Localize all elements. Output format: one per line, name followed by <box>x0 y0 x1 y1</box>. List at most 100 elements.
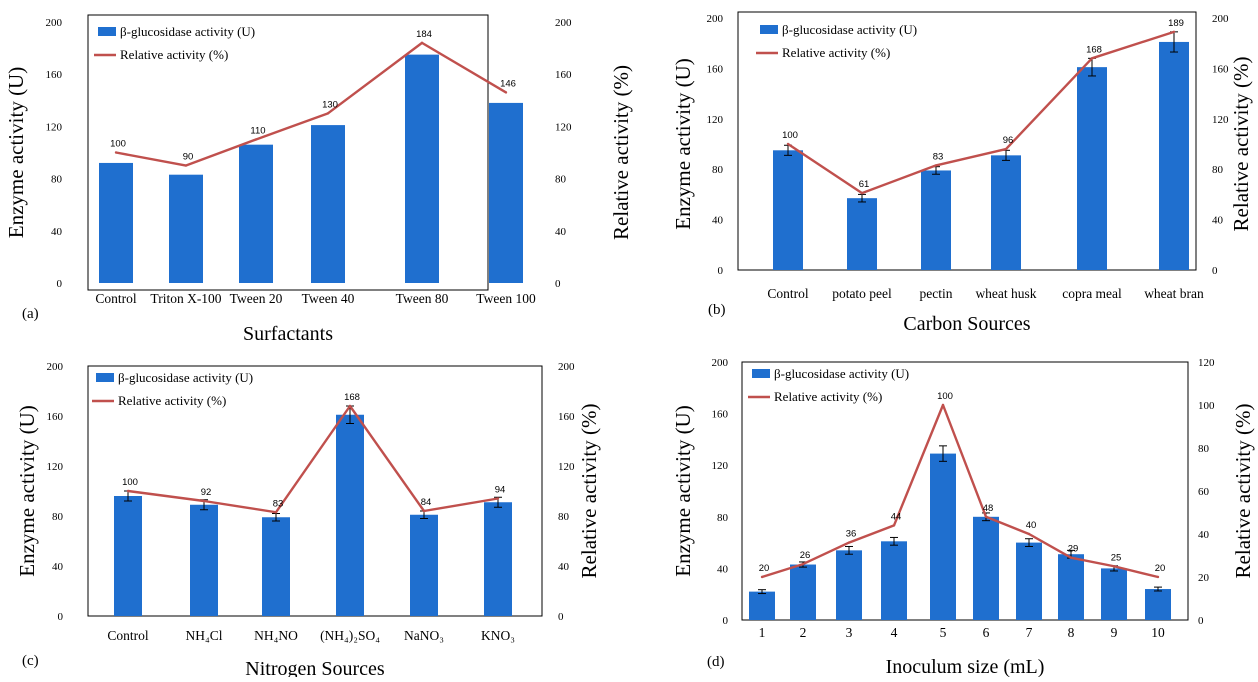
y-axis-title: Enzyme activity (U) <box>671 58 695 229</box>
y2-tick-label: 80 <box>558 511 570 523</box>
line-point <box>1112 565 1116 568</box>
data-label: 130 <box>322 99 338 110</box>
bar <box>790 564 816 620</box>
y2-tick-label: 200 <box>558 361 575 373</box>
data-label: 168 <box>344 392 360 403</box>
legend-bar-swatch <box>760 25 778 34</box>
plot-frame <box>87 365 543 617</box>
x-tick-label: NH₄NO <box>254 628 298 643</box>
relative-activity-line <box>787 30 1175 195</box>
y2-tick-label: 0 <box>555 278 561 290</box>
y-tick-label: 0 <box>58 611 64 623</box>
data-label: 83 <box>273 498 284 509</box>
y2-tick-label: 200 <box>555 17 572 29</box>
line-point <box>202 499 206 503</box>
y-axis-title: Enzyme activity (U) <box>15 405 39 576</box>
y-tick-label: 160 <box>47 411 64 423</box>
chart-panel-0: 0 40 80 120 160 200 0 40 80 120 160 200 100 90 110 130 1… <box>4 14 633 345</box>
y-tick-label: 160 <box>707 63 724 75</box>
legend-bar-label: β-glucosidase activity (U) <box>774 366 909 381</box>
y-tick-label: 40 <box>52 561 64 573</box>
y2-tick-label: 120 <box>1212 114 1229 126</box>
y-tick-label: 160 <box>46 69 63 81</box>
data-label: 92 <box>201 487 212 498</box>
legend-line-label: Relative activity (%) <box>120 47 228 62</box>
bar <box>921 170 951 270</box>
line-point <box>114 151 118 154</box>
y2-tick-label: 40 <box>558 561 570 573</box>
x-tick-label: Control <box>95 291 137 306</box>
legend-bar-swatch <box>752 369 770 378</box>
legend-line-label: Relative activity (%) <box>118 393 226 408</box>
line-point <box>984 515 988 518</box>
line-point <box>1004 147 1008 151</box>
panel-label: (c) <box>22 653 39 669</box>
x-tick-label: copra meal <box>1062 286 1122 301</box>
bar <box>991 155 1021 270</box>
y2-tick-label: 40 <box>555 226 567 238</box>
x-tick-label: 1 <box>759 625 766 640</box>
line-point <box>1069 556 1073 559</box>
x-tick-label: 10 <box>1151 625 1165 640</box>
bar <box>773 150 803 270</box>
data-label: 26 <box>800 550 811 561</box>
x-tick-label: 9 <box>1111 625 1118 640</box>
data-label: 90 <box>183 152 194 163</box>
line-point <box>760 575 764 579</box>
panel-label: (a) <box>22 306 39 322</box>
y-tick-label: 200 <box>707 13 724 25</box>
bar <box>973 516 999 620</box>
x-tick-label: 4 <box>891 625 898 640</box>
y2-tick-label: 80 <box>1212 164 1224 176</box>
bar <box>410 514 438 616</box>
y2-tick-label: 40 <box>1212 215 1224 227</box>
y-tick-label: 200 <box>46 17 63 29</box>
legend-line-label: Relative activity (%) <box>774 389 882 404</box>
relative-activity-line <box>127 404 499 514</box>
y2-tick-label: 40 <box>1198 529 1210 541</box>
legend-bar-label: β-glucosidase activity (U) <box>120 24 255 39</box>
y-tick-label: 120 <box>707 114 724 126</box>
line-point <box>1156 575 1160 579</box>
bar <box>239 144 273 283</box>
bar <box>930 453 956 620</box>
data-label: 189 <box>1168 18 1184 29</box>
bar <box>336 414 364 616</box>
y2-tick-label: 80 <box>555 174 567 186</box>
x-tick-label: 6 <box>983 625 990 640</box>
line-point <box>326 112 330 115</box>
x-tick-label: Tween 80 <box>396 291 449 306</box>
y2-tick-label: 160 <box>555 69 572 81</box>
x-tick-label: Triton X-100 <box>150 291 221 306</box>
x-axis-title: Surfactants <box>243 323 333 345</box>
x-tick-label: 8 <box>1068 625 1075 640</box>
data-label: 40 <box>1026 520 1037 531</box>
y-tick-label: 80 <box>712 164 724 176</box>
y-tick-label: 80 <box>52 511 64 523</box>
y2-axis-title: Relative activity (%) <box>577 404 601 579</box>
y-tick-label: 40 <box>717 563 729 575</box>
x-tick-label: Control <box>767 286 809 301</box>
data-label: 110 <box>250 125 265 136</box>
bar <box>190 504 218 616</box>
panel-label: (b) <box>708 302 726 318</box>
plot-frame <box>737 11 1197 271</box>
y2-tick-label: 0 <box>1198 615 1204 627</box>
y-tick-label: 0 <box>57 278 63 290</box>
y2-tick-label: 160 <box>1212 63 1229 75</box>
x-tick-label: wheat bran <box>1144 286 1204 301</box>
y2-tick-label: 200 <box>1212 13 1229 25</box>
legend-bar-label: β-glucosidase activity (U) <box>118 370 253 385</box>
line-point <box>1090 57 1094 60</box>
data-label: 20 <box>759 563 770 574</box>
data-label: 61 <box>859 179 870 190</box>
data-label: 44 <box>891 511 902 522</box>
y2-tick-label: 20 <box>1198 572 1210 584</box>
legend-bar-label: β-glucosidase activity (U) <box>782 22 917 37</box>
y-tick-label: 120 <box>712 460 729 472</box>
y-tick-label: 0 <box>723 615 729 627</box>
line-point <box>1172 30 1176 34</box>
data-label: 146 <box>500 78 516 89</box>
